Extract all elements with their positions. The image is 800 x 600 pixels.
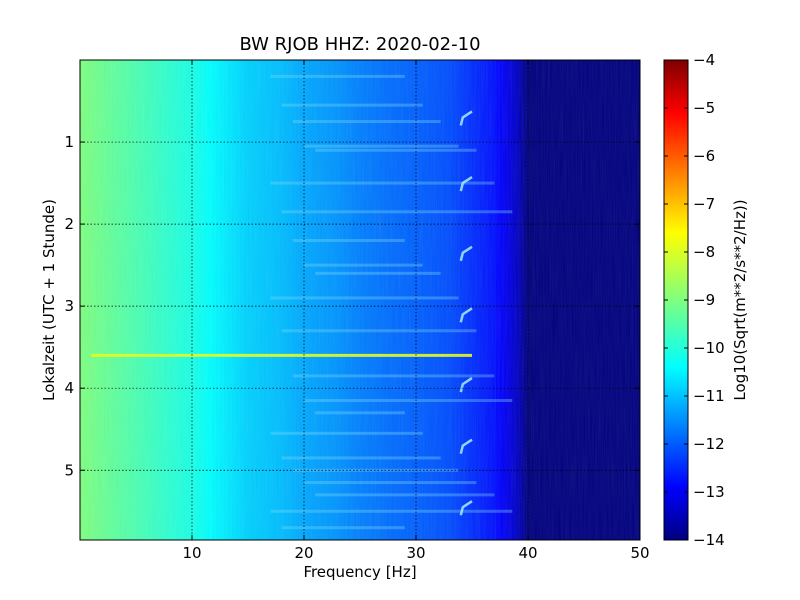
colorbar-tick-label: −9: [693, 291, 715, 309]
y-axis: 1 2 3 4 5: [64, 133, 640, 479]
texture-overlay: [80, 60, 640, 540]
colorbar-tick-label: −7: [693, 195, 715, 213]
plot-frame: [79, 59, 641, 541]
colorbar-tick-label: −8: [693, 243, 715, 261]
y-tick-label: 4: [64, 379, 74, 397]
colorbar-tick-label: −10: [693, 339, 725, 357]
colorbar-tick-label: −5: [693, 99, 715, 117]
y-tick-label: 3: [64, 297, 74, 315]
colorbar-tick-label: −14: [693, 531, 725, 549]
colorbar-axis: −4 −5 −6 −7 −8 −9 −10 −11 −12 −13 −14: [664, 51, 725, 549]
chart-title: BW RJOB HHZ: 2020-02-10: [239, 34, 480, 55]
y-tick-label: 5: [64, 461, 74, 479]
x-axis: 10 20 30 40 50: [182, 60, 650, 562]
colorbar-tick-label: −4: [693, 51, 715, 69]
x-tick-label: 20: [294, 544, 313, 562]
x-tick-label: 40: [518, 544, 537, 562]
grid-lines: [80, 60, 640, 540]
colorbar-tick-label: −11: [693, 387, 725, 405]
x-tick-label: 30: [406, 544, 425, 562]
x-axis-label: Frequency [Hz]: [303, 563, 416, 581]
colorbar-tick-label: −12: [693, 435, 725, 453]
x-tick-label: 10: [182, 544, 201, 562]
colorbar-tick-label: −6: [693, 147, 715, 165]
plot-area: [80, 60, 640, 540]
colorbar-tick-label: −13: [693, 483, 725, 501]
colorbar-label: Log10(Sqrt(m**2/s**2/Hz)): [731, 199, 749, 400]
y-axis-label: Lokalzeit (UTC + 1 Stunde): [40, 199, 58, 401]
y-tick-label: 2: [64, 215, 74, 233]
y-tick-label: 1: [64, 133, 74, 151]
x-tick-label: 50: [630, 544, 649, 562]
